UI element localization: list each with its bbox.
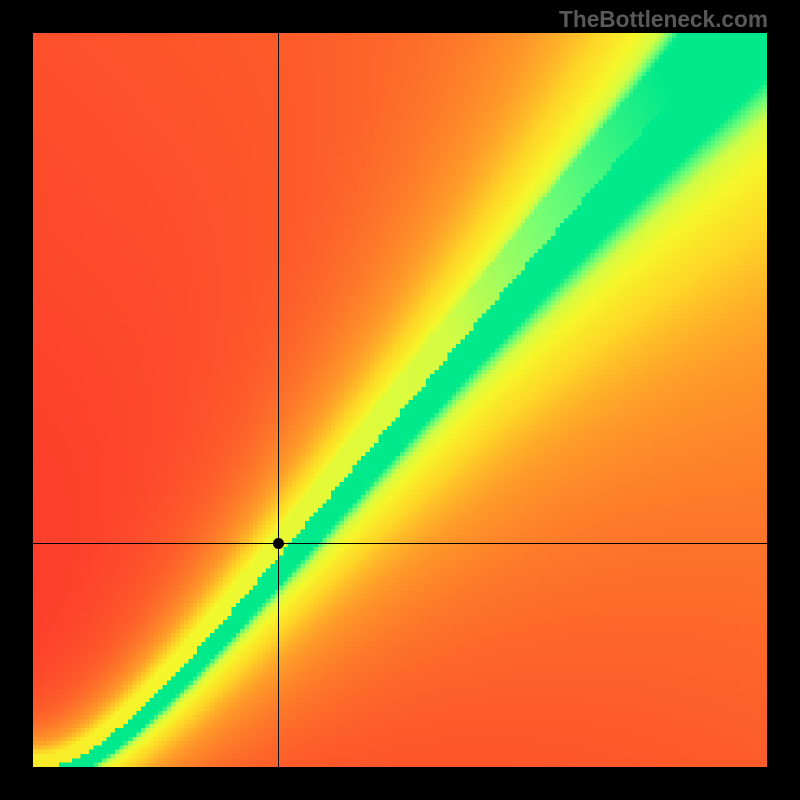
attribution-text: TheBottleneck.com bbox=[559, 6, 768, 33]
heatmap-plot bbox=[33, 33, 767, 767]
crosshair-horizontal bbox=[33, 543, 767, 544]
crosshair-vertical bbox=[278, 33, 279, 767]
heatmap-canvas bbox=[33, 33, 767, 767]
crosshair-marker bbox=[273, 538, 284, 549]
